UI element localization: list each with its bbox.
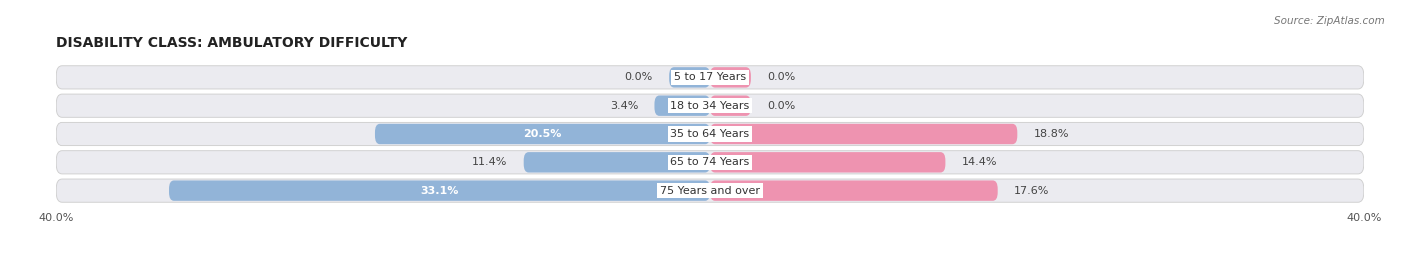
Text: 18.8%: 18.8% [1033, 129, 1069, 139]
Text: 33.1%: 33.1% [420, 186, 458, 196]
Text: 0.0%: 0.0% [624, 72, 652, 82]
FancyBboxPatch shape [56, 94, 1364, 117]
Text: 0.0%: 0.0% [768, 72, 796, 82]
Text: 65 to 74 Years: 65 to 74 Years [671, 157, 749, 167]
Text: Source: ZipAtlas.com: Source: ZipAtlas.com [1274, 16, 1385, 26]
Text: 20.5%: 20.5% [523, 129, 561, 139]
FancyBboxPatch shape [669, 67, 710, 88]
Text: 17.6%: 17.6% [1014, 186, 1049, 196]
Text: 14.4%: 14.4% [962, 157, 997, 167]
Text: 75 Years and over: 75 Years and over [659, 186, 761, 196]
FancyBboxPatch shape [56, 66, 1364, 89]
FancyBboxPatch shape [169, 180, 710, 201]
FancyBboxPatch shape [710, 124, 1018, 144]
Legend: Male, Female: Male, Female [650, 267, 770, 268]
FancyBboxPatch shape [56, 179, 1364, 202]
FancyBboxPatch shape [710, 152, 945, 173]
Text: 35 to 64 Years: 35 to 64 Years [671, 129, 749, 139]
Text: 18 to 34 Years: 18 to 34 Years [671, 101, 749, 111]
FancyBboxPatch shape [56, 151, 1364, 174]
FancyBboxPatch shape [523, 152, 710, 173]
FancyBboxPatch shape [654, 95, 710, 116]
FancyBboxPatch shape [375, 124, 710, 144]
Text: 11.4%: 11.4% [472, 157, 508, 167]
FancyBboxPatch shape [710, 67, 751, 88]
FancyBboxPatch shape [56, 122, 1364, 146]
Text: DISABILITY CLASS: AMBULATORY DIFFICULTY: DISABILITY CLASS: AMBULATORY DIFFICULTY [56, 36, 408, 50]
FancyBboxPatch shape [710, 180, 998, 201]
Text: 3.4%: 3.4% [610, 101, 638, 111]
Text: 0.0%: 0.0% [768, 101, 796, 111]
FancyBboxPatch shape [710, 95, 751, 116]
Text: 5 to 17 Years: 5 to 17 Years [673, 72, 747, 82]
